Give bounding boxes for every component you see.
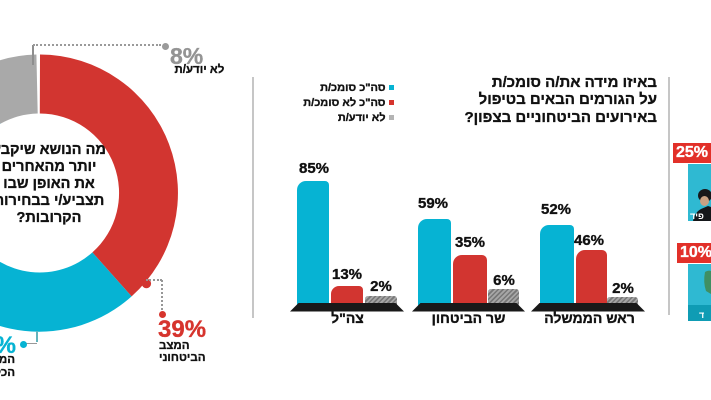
svg-text:ד: ד: [699, 310, 704, 320]
svg-text:פיד: פיד: [690, 211, 704, 221]
